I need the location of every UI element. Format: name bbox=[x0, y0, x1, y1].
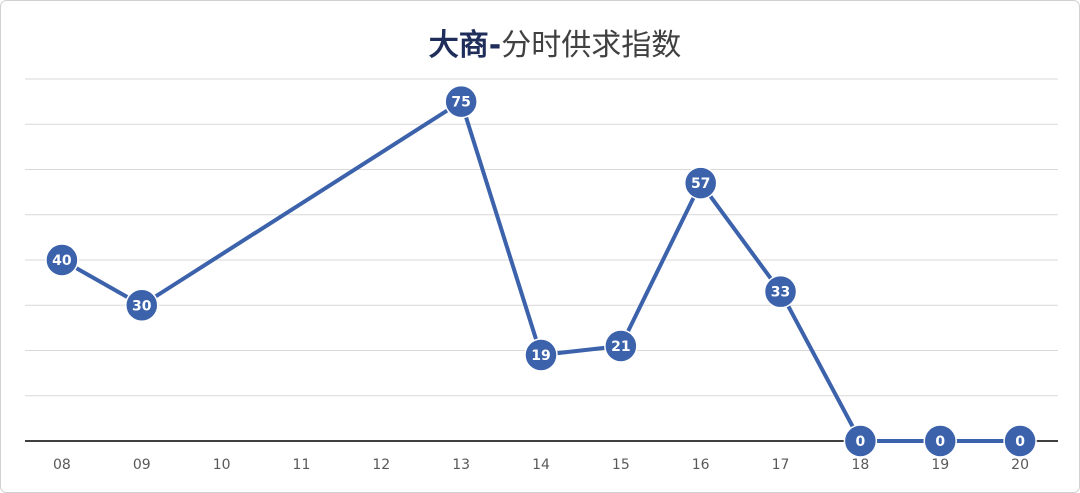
point bbox=[604, 329, 638, 363]
data-label: 0 bbox=[856, 434, 866, 450]
point bbox=[524, 338, 558, 372]
data-label: 75 bbox=[451, 95, 470, 111]
x-tick-label: 12 bbox=[372, 457, 390, 473]
x-tick-label: 15 bbox=[612, 457, 630, 473]
title-bold: 大商- bbox=[429, 28, 501, 63]
data-label: 33 bbox=[771, 285, 790, 301]
chart-title: 大商-分时供求指数 bbox=[429, 28, 681, 63]
x-tick-label: 18 bbox=[851, 457, 869, 473]
point bbox=[683, 166, 718, 200]
x-tick-label: 09 bbox=[133, 457, 151, 473]
x-tick-label: 17 bbox=[772, 457, 790, 473]
x-tick-label: 10 bbox=[213, 457, 231, 473]
x-tick-label: 20 bbox=[1011, 457, 1029, 473]
data-label: 0 bbox=[935, 434, 945, 450]
x-tick-label: 08 bbox=[53, 457, 71, 473]
x-tick-label: 16 bbox=[692, 457, 710, 473]
data-label: 0 bbox=[1015, 434, 1025, 450]
point bbox=[843, 424, 878, 458]
point bbox=[125, 288, 159, 322]
x-tick-label: 13 bbox=[452, 457, 470, 473]
point bbox=[444, 84, 478, 119]
data-label: 19 bbox=[531, 348, 550, 364]
line bbox=[60, 99, 1021, 443]
title-rest: 分时供求指数 bbox=[501, 28, 681, 63]
data-label: 57 bbox=[691, 176, 710, 192]
point bbox=[923, 424, 957, 458]
data-label: 30 bbox=[132, 298, 152, 314]
point bbox=[763, 274, 798, 309]
x-tick-label: 14 bbox=[532, 457, 550, 473]
x-tick-label: 11 bbox=[293, 457, 311, 473]
data-label: 40 bbox=[52, 253, 72, 269]
data-label: 21 bbox=[611, 339, 630, 355]
x-tick-label: 19 bbox=[931, 457, 949, 473]
point bbox=[45, 243, 79, 277]
point bbox=[1003, 424, 1037, 458]
